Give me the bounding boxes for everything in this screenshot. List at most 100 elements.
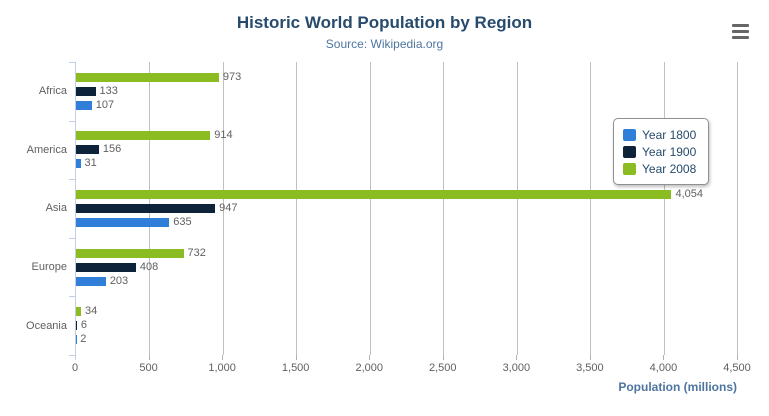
x-axis-title: Population (millions): [618, 380, 737, 394]
x-axis-tick: [516, 355, 518, 360]
gridline: [590, 62, 592, 355]
x-axis-label: 0: [71, 362, 79, 374]
bar-row: 973: [76, 70, 737, 83]
bar-row: 156: [76, 143, 737, 156]
category-label-oceania: Oceania: [26, 319, 67, 332]
bar-europe-year-1900[interactable]: [76, 262, 136, 272]
gridline: [663, 62, 665, 355]
bar-value-label: 732: [187, 246, 206, 259]
chart-subtitle: Source: Wikipedia.org: [325, 37, 444, 51]
bar-value-label: 156: [102, 143, 122, 156]
bar-group-america: 914 156 31: [76, 121, 737, 180]
bar-value-label: 408: [139, 260, 159, 273]
gridline: [737, 62, 738, 355]
bar-row: 34: [76, 305, 737, 318]
bar-europe-year-1800[interactable]: [76, 276, 106, 286]
gridline: [296, 62, 298, 355]
x-axis-label: 2,500: [429, 362, 457, 374]
bar-row: 635: [76, 215, 737, 228]
bar-america-year-1900[interactable]: [76, 145, 99, 155]
bar-group-oceania: 34 6 2: [76, 296, 737, 355]
category-label-africa: Africa: [38, 85, 67, 98]
bar-africa-year-2008[interactable]: [76, 72, 219, 82]
bar-value-label: 635: [173, 215, 192, 228]
bar-africa-year-1800[interactable]: [76, 100, 92, 110]
legend: Year 1800 Year 1900 Year 2008: [613, 118, 710, 185]
plot-area: 973 133 107 914 156 31 4,054 947 635 732 408 203 34 6…: [69, 62, 738, 356]
x-axis-tick: [295, 355, 297, 360]
bar-row: 133: [76, 84, 737, 97]
x-axis-tick: [75, 355, 76, 360]
bar-asia-year-2008[interactable]: [76, 189, 672, 199]
legend-item-year-2008[interactable]: Year 2008: [623, 160, 696, 177]
bar-row: 947: [76, 202, 737, 213]
legend-item-year-1800[interactable]: Year 1800: [623, 126, 696, 143]
bar-row: 732: [76, 246, 737, 259]
category-label-america: America: [26, 143, 67, 156]
legend-item-label: Year 1900: [642, 144, 697, 159]
bar-row: 6: [76, 319, 737, 332]
x-axis-label: 2,000: [355, 362, 383, 374]
bar-oceania-year-2008[interactable]: [76, 307, 81, 317]
gridline: [222, 62, 224, 355]
bar-africa-year-1900[interactable]: [76, 86, 96, 96]
bar-value-label: 914: [214, 129, 233, 142]
bar-asia-year-1900[interactable]: [76, 203, 216, 213]
x-axis-label: 1,500: [281, 362, 310, 374]
bar-group-europe: 732 408 203: [76, 238, 737, 297]
bar-oceania-year-1900[interactable]: [76, 321, 77, 331]
bar-value-label: 203: [109, 274, 129, 287]
bar-row: 914: [76, 129, 737, 142]
x-axis-label: 500: [139, 362, 158, 374]
x-axis-label: 4,500: [723, 362, 751, 374]
bar-europe-year-2008[interactable]: [76, 248, 184, 258]
hamburger-menu-icon: [732, 24, 749, 27]
hamburger-menu-icon: [732, 36, 749, 39]
bar-row: 203: [76, 274, 737, 287]
bar-america-year-2008[interactable]: [76, 131, 211, 141]
category-axis-tick: [69, 120, 76, 122]
bar-row: 4,054: [76, 187, 737, 200]
hamburger-menu-icon: [732, 30, 749, 33]
legend-item-label: Year 1800: [642, 127, 697, 142]
bar-row: 107: [76, 98, 737, 111]
bar-row: 2: [76, 334, 737, 345]
category-label-asia: Asia: [45, 202, 67, 215]
bar-value-label: 973: [222, 70, 242, 83]
category-label-europe: Europe: [31, 261, 67, 274]
bar-asia-year-1800[interactable]: [76, 217, 170, 227]
gridline: [516, 62, 518, 355]
chart-title: Historic World Population by Region: [236, 13, 533, 32]
category-axis-tick: [69, 62, 76, 63]
legend-swatch-icon: [623, 128, 636, 141]
x-axis-label: 1,000: [208, 362, 236, 374]
legend-swatch-icon: [623, 145, 636, 158]
category-axis-tick: [69, 237, 76, 239]
bar-value-label: 6: [80, 319, 87, 332]
x-axis-tick: [737, 355, 738, 360]
x-axis-tick: [589, 355, 591, 360]
x-axis-tick: [369, 355, 371, 360]
bar-value-label: 31: [84, 157, 97, 170]
gridline: [443, 62, 445, 355]
legend-swatch-icon: [623, 162, 636, 175]
export-menu-button[interactable]: [732, 24, 749, 39]
category-axis-tick: [69, 355, 76, 356]
x-axis-label: 4,000: [649, 362, 678, 374]
category-axis-tick: [69, 296, 76, 298]
bar-value-label: 107: [95, 98, 115, 111]
x-axis-label: 3,500: [576, 362, 604, 374]
bar-america-year-1800[interactable]: [76, 159, 81, 169]
x-axis-tick: [442, 355, 444, 360]
gridline: [369, 62, 371, 355]
x-axis-tick: [663, 355, 665, 360]
legend-item-label: Year 2008: [642, 161, 697, 176]
bar-value-label: 4,054: [675, 187, 704, 200]
category-axis-tick: [69, 179, 76, 181]
x-axis-tick: [148, 355, 150, 360]
legend-item-year-1900[interactable]: Year 1900: [623, 143, 696, 160]
bar-row: 408: [76, 260, 737, 273]
bar-value-label: 133: [99, 84, 118, 97]
bar-value-label: 34: [84, 305, 98, 318]
